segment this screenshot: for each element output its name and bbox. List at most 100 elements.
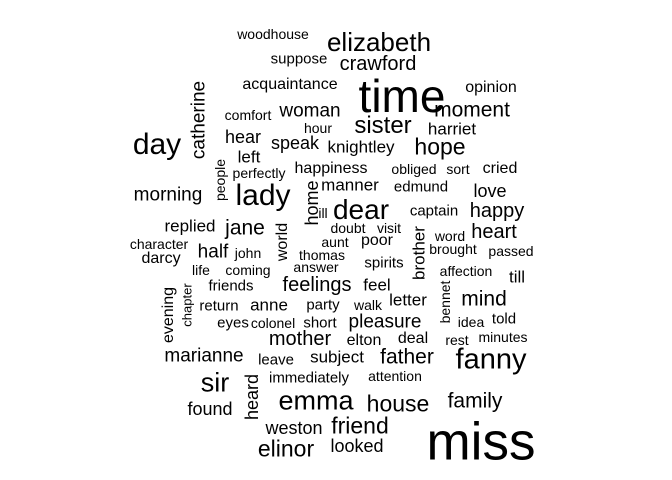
word-ill: ill <box>318 205 328 221</box>
word-sir: sir <box>200 367 230 398</box>
word-thomas: thomas <box>299 247 345 263</box>
word-hear: hear <box>224 127 262 147</box>
word-edmund: edmund <box>393 178 449 196</box>
word-idea: idea <box>457 314 485 330</box>
word-pleasure: pleasure <box>348 311 422 333</box>
word-sort: sort <box>446 161 470 177</box>
word-dear: dear <box>332 194 390 225</box>
word-opinion: opinion <box>465 79 517 96</box>
word-comfort: comfort <box>224 107 272 123</box>
word-half: half <box>197 241 229 263</box>
word-character: character <box>129 236 189 252</box>
word-found: found <box>187 399 233 419</box>
word-subject: subject <box>310 347 364 367</box>
word-catherine: catherine <box>188 80 210 160</box>
word-party: party <box>306 296 340 314</box>
word-doubt: doubt <box>330 220 366 236</box>
word-knightley: knightley <box>327 137 395 157</box>
word-elinor: elinor <box>257 435 315 462</box>
word-told: told <box>491 310 517 328</box>
word-evening: evening <box>160 286 177 344</box>
word-passed: passed <box>488 243 534 259</box>
word-attention: attention <box>368 368 422 384</box>
word-deal: deal <box>397 330 429 347</box>
word-friends: friends <box>208 277 254 295</box>
word-chapter: chapter <box>179 283 195 327</box>
word-love: love <box>473 181 507 201</box>
word-mind: mind <box>461 287 507 311</box>
word-emma: emma <box>278 385 354 416</box>
word-cried: cried <box>482 160 518 177</box>
word-brought: brought <box>429 241 477 257</box>
word-poor: poor <box>360 232 394 249</box>
word-left: left <box>237 147 261 167</box>
word-miss: miss <box>426 412 536 472</box>
word-hope: hope <box>414 133 466 160</box>
word-happiness: happiness <box>294 160 368 177</box>
word-walk: walk <box>353 297 383 313</box>
word-feelings: feelings <box>282 274 352 296</box>
word-rest: rest <box>445 332 469 348</box>
word-coming: coming <box>225 262 271 278</box>
word-day: day <box>132 128 182 161</box>
word-jane: jane <box>225 216 265 240</box>
word-crawford: crawford <box>339 53 417 75</box>
word-father: father <box>380 345 434 369</box>
word-colonel: colonel <box>250 315 296 331</box>
word-marianne: marianne <box>164 345 244 367</box>
word-time: time <box>358 70 446 122</box>
word-world: world <box>274 222 291 262</box>
word-house: house <box>366 390 430 417</box>
word-moment: moment <box>434 98 510 122</box>
word-hour: hour <box>303 120 333 136</box>
word-manner: manner <box>321 175 379 195</box>
word-john: john <box>234 245 262 261</box>
word-leave: leave <box>258 351 294 369</box>
word-feel: feel <box>363 275 391 295</box>
word-immediately: immediately <box>268 369 350 387</box>
word-life: life <box>192 262 210 278</box>
word-fanny: fanny <box>455 343 527 376</box>
word-affection: affection <box>439 263 493 279</box>
word-heart: heart <box>471 221 517 243</box>
word-eyes: eyes <box>217 314 249 332</box>
word-brother: brother <box>409 226 429 280</box>
word-happy: happy <box>469 200 525 222</box>
word-sister: sister <box>354 112 412 139</box>
word-people: people <box>212 158 228 202</box>
word-replied: replied <box>164 216 216 236</box>
word-perfectly: perfectly <box>232 165 286 181</box>
word-elizabeth: elizabeth <box>326 27 432 57</box>
word-bennet: bennet <box>437 280 453 324</box>
word-obliged: obliged <box>391 161 437 177</box>
word-captain: captain <box>409 202 459 220</box>
word-acquaintance: acquaintance <box>242 76 338 93</box>
word-short: short <box>303 314 337 332</box>
word-visit: visit <box>376 220 402 236</box>
word-looked: looked <box>330 436 384 456</box>
word-family: family <box>447 389 503 413</box>
word-word: word <box>434 228 466 244</box>
word-answer: answer <box>293 259 339 275</box>
word-aunt: aunt <box>321 234 349 250</box>
word-mother: mother <box>268 328 332 350</box>
word-morning: morning <box>133 184 203 206</box>
word-anne: anne <box>250 295 288 315</box>
word-return: return <box>199 297 239 315</box>
word-darcy: darcy <box>141 250 181 267</box>
word-spirits: spirits <box>364 254 404 272</box>
word-heard: heard <box>242 373 262 421</box>
word-minutes: minutes <box>478 329 528 345</box>
word-speak: speak <box>270 133 320 153</box>
word-lady: lady <box>235 179 291 212</box>
word-harriet: harriet <box>427 119 477 139</box>
word-woman: woman <box>279 100 341 122</box>
word-weston: weston <box>265 418 323 438</box>
word-elton: elton <box>346 332 382 349</box>
word-till: till <box>508 267 526 287</box>
word-letter: letter <box>389 290 427 310</box>
word-friend: friend <box>331 412 389 439</box>
word-suppose: suppose <box>270 50 328 68</box>
word-woodhouse: woodhouse <box>237 26 309 42</box>
